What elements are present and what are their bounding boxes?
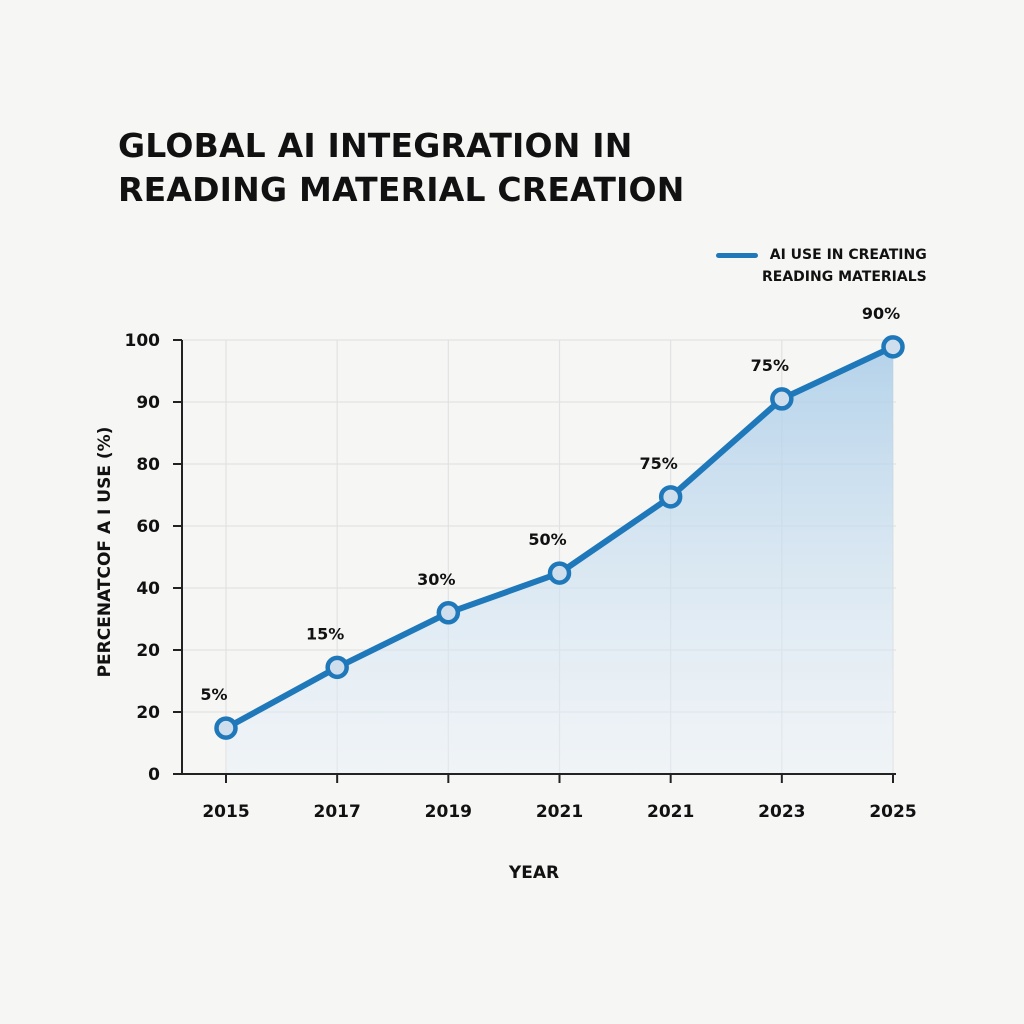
y-tick-labels: 0 20 20 40 60 80 90 100 — [125, 331, 161, 785]
legend-label-line-2: READING MATERIALS — [762, 269, 927, 285]
y-tick-label: 60 — [136, 517, 160, 537]
legend: AI USE IN CREATING READING MATERIALS — [716, 244, 927, 288]
x-tick-label: 2021 — [536, 802, 583, 822]
data-label: 50% — [528, 530, 566, 549]
data-label: 5% — [200, 685, 227, 704]
x-tick-label: 2025 — [869, 802, 916, 822]
y-tick-label: 20 — [136, 703, 160, 723]
x-tick-label: 2023 — [758, 802, 805, 822]
y-tick-label: 90 — [136, 393, 160, 413]
data-label: 75% — [640, 454, 678, 473]
y-tick-label: 20 — [136, 641, 160, 661]
data-point — [436, 601, 461, 625]
x-axis-title: YEAR — [508, 863, 559, 883]
x-tick-label: 2019 — [425, 802, 472, 822]
area-fill — [226, 346, 893, 774]
data-point — [881, 335, 905, 359]
axes — [173, 339, 896, 783]
data-point — [770, 387, 794, 411]
y-tick-label: 0 — [148, 765, 160, 785]
chart-title-line-2: READING MATERIAL CREATION — [118, 170, 685, 209]
data-point — [547, 561, 572, 585]
data-point — [325, 655, 349, 680]
data-labels: 5% 15% 30% 50% 75% 75% 90% — [200, 304, 900, 704]
data-point — [658, 485, 683, 509]
data-label: 90% — [862, 304, 900, 323]
y-tick-label: 40 — [136, 579, 160, 599]
legend-label-line-1: AI USE IN CREATING — [769, 247, 927, 263]
x-tick-label: 2021 — [647, 802, 694, 822]
chart-title-line-1: GLOBAL AI INTEGRATION IN — [118, 126, 633, 165]
y-axis-title: PERCENATCOF A I USE (%) — [95, 427, 115, 678]
x-tick-label: 2017 — [314, 802, 361, 822]
chart-title: GLOBAL AI INTEGRATION IN READING MATERIA… — [118, 124, 685, 212]
legend-label: AI USE IN CREATING READING MATERIALS — [762, 244, 927, 288]
y-tick-label: 100 — [125, 331, 161, 351]
data-points — [214, 335, 905, 740]
data-label: 15% — [306, 624, 344, 643]
y-tick-label: 80 — [136, 455, 160, 475]
data-label: 75% — [751, 356, 789, 375]
x-tick-label: 2015 — [202, 802, 249, 822]
legend-line-swatch — [716, 253, 758, 258]
x-tick-labels: 2015 2017 2019 2021 2021 2023 2025 — [202, 802, 916, 822]
data-label: 30% — [417, 570, 455, 589]
data-point — [214, 716, 238, 740]
